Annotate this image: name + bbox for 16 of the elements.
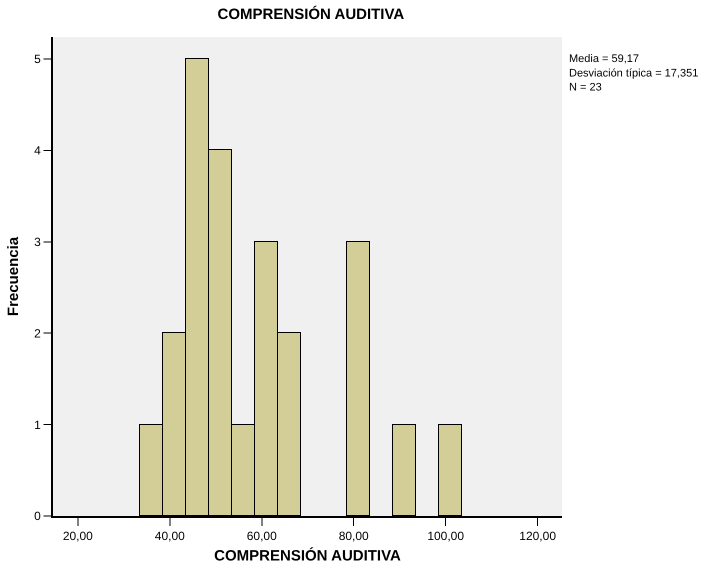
x-tick-label: 120,00 — [519, 529, 556, 544]
y-tick-label: 0 — [34, 509, 42, 524]
chart-title: COMPRENSIÓN AUDITIVA — [218, 5, 404, 24]
x-tick-label: 60,00 — [246, 529, 278, 544]
x-tick-label: 100,00 — [427, 529, 464, 544]
x-tick-label: 80,00 — [338, 529, 370, 544]
x-tick-label: 20,00 — [62, 529, 94, 544]
text: Media = 59,17 Desviación típica = 17,351 N = 23 — [569, 53, 698, 94]
x-tick-label: 40,00 — [154, 529, 186, 544]
y-tick-label: 2 — [34, 326, 42, 340]
y-axis-title: Frecuencia — [4, 236, 22, 316]
x-axis-title: COMPRENSIÓN AUDITIVA — [214, 546, 401, 565]
y-tick-label: 4 — [34, 144, 42, 158]
y-tick-label: 5 — [34, 52, 42, 66]
y-tick-label: 3 — [34, 234, 42, 249]
y-tick-label: 1 — [34, 418, 42, 432]
